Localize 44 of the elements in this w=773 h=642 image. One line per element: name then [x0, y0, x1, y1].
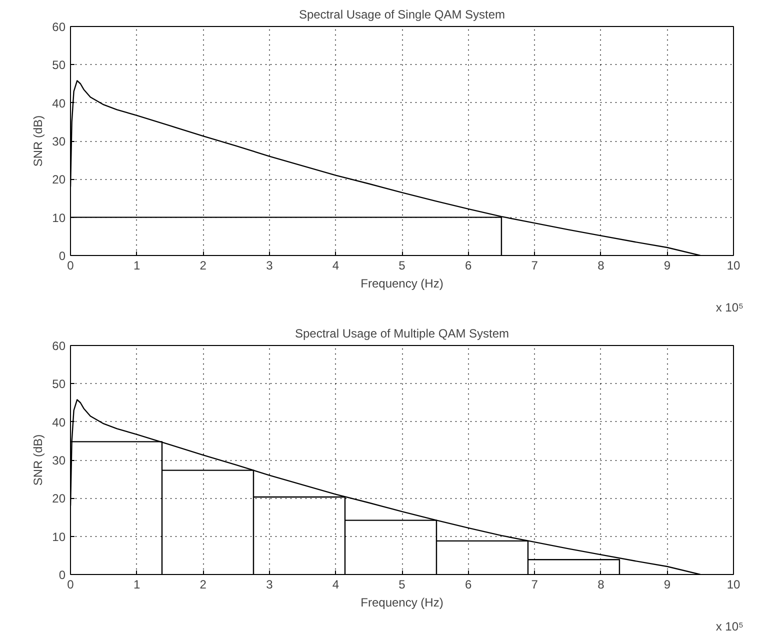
y-axis-title: SNR (dB)	[31, 434, 46, 486]
y-tick-label: 20	[52, 172, 66, 187]
x-tick-label: 10	[726, 258, 740, 272]
x-tick-label: 5	[398, 578, 406, 592]
y-tick-label: 0	[58, 568, 66, 582]
text: x 10⁵	[716, 620, 744, 634]
x-tick-label: 9	[664, 578, 671, 592]
x-tick-label: 5	[398, 258, 406, 272]
y-tick-label: 0	[58, 249, 66, 263]
chart-title: Spectral Usage of Single QAM System	[298, 8, 506, 22]
y-tick-label: 50	[52, 377, 66, 392]
x-tick-label: 4	[332, 578, 340, 592]
x-axis-title: Frequency (Hz)	[360, 276, 444, 290]
x-tick-label: 1	[133, 258, 140, 272]
x-tick-label: 3	[266, 578, 274, 592]
x-tick-label: 0	[67, 578, 74, 592]
y-tick-label: 30	[52, 134, 66, 148]
x-tick-label: 7	[531, 578, 538, 592]
x-tick-label: 6	[464, 578, 472, 592]
y-tick-label: 10	[52, 530, 66, 544]
x-tick-label: 6	[464, 258, 472, 272]
x-tick-label: 9	[664, 258, 671, 272]
x-tick-label: 0	[67, 258, 74, 272]
y-tick-label: 60	[52, 20, 66, 34]
y-axis-title: SNR (dB)	[31, 115, 46, 167]
y-tick-label: 40	[52, 415, 66, 430]
y-tick-label: 20	[52, 492, 66, 506]
x-tick-label: 3	[266, 258, 274, 272]
x-tick-label: 2	[200, 258, 207, 272]
y-tick-label: 50	[52, 58, 66, 72]
x-tick-label: 8	[598, 258, 605, 272]
chart-title: Spectral Usage of Multiple QAM System	[294, 326, 510, 340]
y-tick-label: 60	[52, 339, 66, 353]
y-tick-label: 30	[52, 454, 66, 468]
y-tick-label: 10	[52, 210, 66, 225]
y-tick-label: 40	[52, 96, 66, 110]
text: x 10⁵	[716, 300, 744, 314]
x-tick-label: 8	[598, 578, 605, 592]
x-tick-label: 4	[332, 258, 340, 272]
x-tick-label: 2	[200, 578, 207, 592]
x-tick-label: 7	[531, 258, 538, 272]
x-tick-label: 1	[133, 578, 140, 592]
x-tick-label: 10	[726, 578, 740, 592]
x-axis-title: Frequency (Hz)	[360, 596, 444, 610]
